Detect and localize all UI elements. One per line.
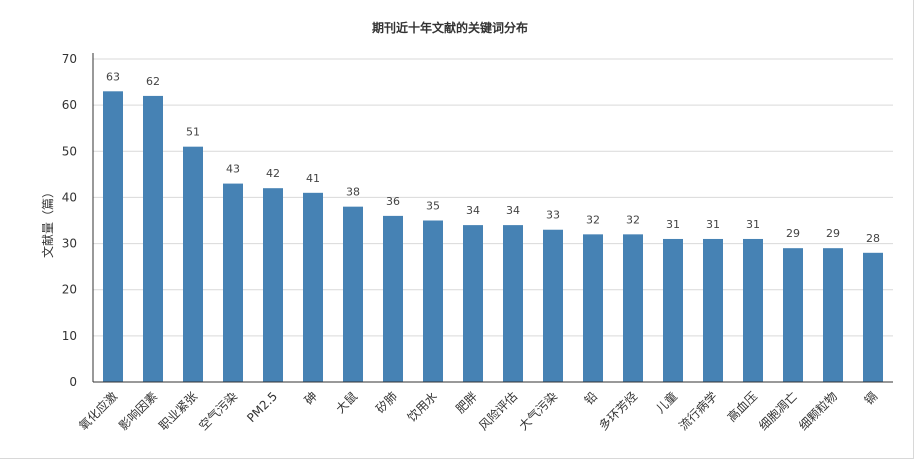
x-tick-label: 影响因素 bbox=[116, 389, 161, 434]
axes bbox=[92, 53, 893, 383]
x-tick-label: 职业紧张 bbox=[156, 389, 200, 433]
bar[interactable] bbox=[823, 248, 843, 382]
y-tick-label: 70 bbox=[62, 52, 77, 66]
data-label: 35 bbox=[426, 200, 440, 213]
x-tick-label: 细颗粒物 bbox=[796, 389, 841, 434]
data-label: 41 bbox=[306, 172, 320, 185]
data-label: 34 bbox=[506, 204, 520, 217]
x-ticks: 氧化应激影响因素职业紧张空气污染 PM2.5 砷大鼠 矽肺 饮用水 肥胖风险评估大气污染 铅… bbox=[76, 389, 881, 434]
bar[interactable] bbox=[423, 220, 443, 383]
data-label: 31 bbox=[666, 218, 680, 231]
x-tick-label: 细胞凋亡 bbox=[756, 389, 800, 433]
x-tick-label: 铅 bbox=[582, 389, 600, 407]
data-label: 43 bbox=[226, 163, 240, 176]
bar[interactable] bbox=[863, 252, 883, 382]
data-label: 29 bbox=[826, 227, 840, 240]
data-label: 33 bbox=[546, 209, 560, 222]
bar[interactable] bbox=[783, 248, 803, 382]
x-tick-label: 镉 bbox=[862, 389, 880, 407]
grid-lines bbox=[93, 58, 893, 337]
bar[interactable] bbox=[263, 188, 283, 382]
x-tick-label: 风险评估 bbox=[476, 389, 521, 434]
x-tick-label: 儿童 bbox=[653, 389, 681, 417]
y-tick-label: 0 bbox=[69, 375, 77, 389]
x-tick-label: 多环芳烃 bbox=[596, 389, 640, 433]
bar[interactable] bbox=[183, 146, 203, 382]
bar[interactable] bbox=[743, 238, 763, 382]
bars bbox=[103, 91, 883, 383]
x-tick-label: 矽肺 bbox=[373, 389, 401, 417]
y-tick-label: 50 bbox=[62, 144, 77, 158]
y-tick-label: 10 bbox=[62, 329, 77, 343]
bar[interactable] bbox=[303, 192, 323, 382]
data-label: 42 bbox=[266, 167, 280, 180]
y-tick-label: 30 bbox=[62, 237, 77, 251]
bar[interactable] bbox=[503, 225, 523, 382]
data-label: 28 bbox=[866, 232, 880, 245]
x-tick-label: 空气污染 bbox=[196, 389, 241, 434]
x-tick-label: 肥胖 bbox=[453, 389, 480, 416]
data-label: 31 bbox=[746, 218, 760, 231]
chart-title: 期刊近十年文献的关键词分布 bbox=[372, 20, 528, 35]
y-tick-label: 60 bbox=[62, 98, 77, 112]
bar[interactable] bbox=[103, 91, 123, 383]
y-tick-label: 40 bbox=[62, 190, 77, 204]
data-label: 32 bbox=[626, 213, 640, 226]
y-ticks: 0 10 20 30 40 50 60 70 bbox=[62, 52, 77, 389]
bar[interactable] bbox=[223, 183, 243, 382]
bar[interactable] bbox=[703, 238, 723, 382]
x-tick-label: 高血压 bbox=[724, 389, 760, 425]
data-label: 62 bbox=[146, 75, 160, 88]
bar[interactable] bbox=[383, 215, 403, 382]
bar[interactable] bbox=[623, 234, 643, 382]
y-axis-label: 文献量（篇） bbox=[40, 186, 55, 258]
data-label: 36 bbox=[386, 195, 400, 208]
data-label: 29 bbox=[786, 227, 800, 240]
data-label: 31 bbox=[706, 218, 720, 231]
bar[interactable] bbox=[583, 234, 603, 382]
data-label: 51 bbox=[186, 126, 200, 139]
bar[interactable] bbox=[143, 95, 163, 383]
data-label: 38 bbox=[346, 186, 360, 199]
x-tick-label: 饮用水 bbox=[405, 389, 440, 424]
x-tick-label: 流行病学 bbox=[676, 389, 721, 434]
bar[interactable] bbox=[343, 206, 363, 382]
x-tick-label: 大鼠 bbox=[333, 389, 360, 416]
x-tick-label: 大气污染 bbox=[516, 389, 561, 434]
x-tick-label: 砷 bbox=[302, 389, 320, 407]
data-label: 34 bbox=[466, 204, 480, 217]
bar[interactable] bbox=[543, 229, 563, 382]
data-label: 32 bbox=[586, 213, 600, 226]
x-tick-label: 氧化应激 bbox=[76, 389, 121, 434]
data-label: 63 bbox=[106, 70, 120, 83]
bar[interactable] bbox=[663, 238, 683, 382]
data-labels: 63 62 51 43 42 41 38 36 35 34 34 33 32 32 31 31 31 29 29 28 bbox=[106, 70, 880, 245]
bar[interactable] bbox=[463, 225, 483, 382]
y-tick-label: 20 bbox=[62, 283, 77, 297]
x-tick-label: PM2.5 bbox=[244, 389, 280, 425]
